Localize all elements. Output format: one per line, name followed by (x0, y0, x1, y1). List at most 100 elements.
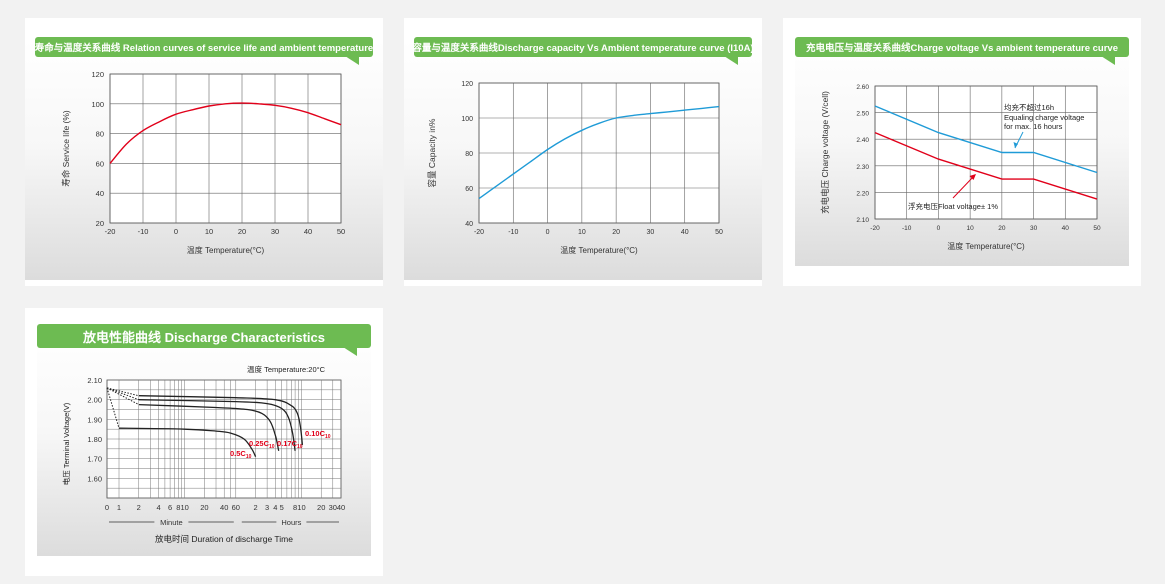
y-tick-label: 60 (465, 186, 473, 193)
chart-title-banner: 充电电压与温度关系曲线Charge voltage Vs ambient tem… (795, 37, 1129, 65)
label-bg (276, 517, 307, 527)
x-tick-label: 0 (174, 227, 178, 236)
x-tick-label: 40 (681, 229, 689, 236)
x-tick-label: 0 (546, 229, 550, 236)
x-tick-label: 50 (715, 229, 723, 236)
series-label-subscript: 10 (269, 444, 275, 450)
series-initial-drop (106, 387, 139, 397)
series-line (118, 427, 257, 458)
x-tick-label: 40 (337, 503, 345, 512)
annotation-text: for max. 16 hours (1004, 122, 1063, 131)
y-tick-label: 40 (96, 189, 104, 198)
series-label-subscript: 10 (325, 434, 331, 440)
series-line (138, 399, 296, 451)
x-tick-label: 3 (265, 503, 269, 512)
x-axis-label: 放电时间 Duration of discharge Time (155, 534, 293, 544)
x-tick-label: 40 (1062, 225, 1070, 232)
y-tick-label: 1.80 (87, 435, 102, 444)
x-tick-label: 2 (137, 503, 141, 512)
x-tick-label: -20 (474, 229, 484, 236)
hours-label: Hours (281, 518, 301, 527)
x-tick-label: -10 (902, 225, 912, 232)
x-tick-label: -20 (105, 227, 116, 236)
y-tick-label: 2.60 (856, 84, 869, 91)
chart-title: 寿命与温度关系曲线 Relation curves of service lif… (35, 43, 373, 54)
minute-label: Minute (160, 518, 183, 527)
y-tick-label: 1.60 (87, 474, 102, 483)
x-tick-label: -10 (508, 229, 518, 236)
plot-area (109, 73, 342, 224)
x-tick-label: -10 (138, 227, 149, 236)
annotation-arrowhead (1013, 142, 1018, 148)
x-tick-label: 1 (117, 503, 121, 512)
annotation-arrow (952, 175, 975, 199)
annotation-text: 均充不超过16h (1004, 102, 1054, 112)
y-axis-label: 充电电压 Charge voltage (V/cell) (820, 91, 830, 214)
x-tick-label: 20 (612, 229, 620, 236)
x-tick-label: 4 (156, 503, 160, 512)
temperature-label: 温度 Temperature:20°C (247, 364, 326, 374)
y-tick-label: 40 (465, 221, 473, 228)
y-tick-label: 2.50 (856, 111, 869, 118)
x-tick-label: 10 (205, 227, 213, 236)
x-tick-label: 8 (293, 503, 297, 512)
series-label: 0.10C10 (305, 429, 331, 440)
y-tick-label: 2.10 (87, 376, 102, 385)
x-tick-label: 50 (1093, 225, 1101, 232)
x-tick-label: 20 (317, 503, 325, 512)
chart-title: 容量与温度关系曲线Discharge capacity Vs Ambient t… (414, 43, 752, 54)
y-tick-label: 2.10 (856, 217, 869, 224)
x-tick-label: 20 (238, 227, 246, 236)
y-axis-label: 容量 Capacity in% (427, 118, 437, 187)
charge-voltage-chart: -20 -10 0 10 20 30 40 50 2.10 2.20 2.30 2.40 2.50 2.6… (820, 84, 1101, 251)
x-tick-label: 0 (937, 225, 941, 232)
label-bg (154, 517, 189, 527)
y-tick-label: 80 (465, 151, 473, 158)
y-tick-label: 1.90 (87, 415, 102, 424)
x-tick-label: 10 (578, 229, 586, 236)
annotation-arrowhead (969, 174, 976, 180)
chart-title-banner: 容量与温度关系曲线Discharge capacity Vs Ambient t… (414, 37, 752, 65)
x-tick-label: 20 (998, 225, 1006, 232)
y-tick-label: 120 (91, 70, 104, 79)
x-tick-label: 10 (967, 225, 975, 232)
y-tick-label: 2.20 (856, 190, 869, 197)
y-tick-label: 1.70 (87, 455, 102, 464)
series-label: 0.17C10 (277, 439, 303, 450)
y-tick-label: 100 (461, 116, 473, 123)
series-label: 0.5C10 (230, 449, 252, 460)
x-tick-label: 20 (200, 503, 208, 512)
x-tick-label: 2 (253, 503, 257, 512)
series-label-subscript: 10 (246, 454, 252, 460)
chart-card-charge-voltage: 充电电压与温度关系曲线Charge voltage Vs ambient tem… (783, 18, 1141, 286)
x-tick-label: 50 (337, 227, 345, 236)
chart-title-banner: 放电性能曲线 Discharge Characteristics (37, 324, 371, 356)
y-tick-label: 80 (96, 130, 104, 139)
series-line (138, 403, 280, 451)
capacity-chart: -20 -10 0 10 20 30 40 50 40 60 80 100 120 温度 Temperat… (427, 81, 723, 255)
x-tick-label: -20 (870, 225, 880, 232)
x-tick-label: 8 (176, 503, 180, 512)
service-life-chart: -20 -10 0 10 20 30 40 50 20 40 60 80 100 120 温度 Temper… (61, 70, 345, 255)
y-tick-label: 20 (96, 219, 104, 228)
x-tick-label: 10 (297, 503, 305, 512)
series-line (874, 131, 1098, 200)
x-axis-label: 温度 Temperature(°C) (187, 245, 265, 255)
x-tick-label: 4 (273, 503, 277, 512)
x-tick-label: 60 (232, 503, 240, 512)
y-tick-label: 100 (91, 100, 104, 109)
chart-card-capacity: 容量与温度关系曲线Discharge capacity Vs Ambient t… (404, 18, 762, 286)
y-axis-label: 寿命 Service life (%) (61, 110, 71, 187)
x-tick-label: 30 (1030, 225, 1038, 232)
y-axis-label: 电压 Terminal Voltage(V) (61, 402, 71, 485)
x-axis-label: 温度 Temperature(°C) (947, 241, 1025, 251)
series-label: 0.25C10 (249, 439, 275, 450)
chart-card-discharge: 放电性能曲线 Discharge Characteristics 1.60 1.7… (25, 308, 383, 576)
series-initial-drop (106, 387, 139, 401)
x-tick-label: 6 (168, 503, 172, 512)
chart-title: 充电电压与温度关系曲线Charge voltage Vs ambient tem… (806, 43, 1118, 54)
y-tick-label: 60 (96, 159, 104, 168)
y-tick-label: 120 (461, 81, 473, 88)
plot-area (874, 85, 1098, 220)
y-tick-label: 2.00 (87, 396, 102, 405)
